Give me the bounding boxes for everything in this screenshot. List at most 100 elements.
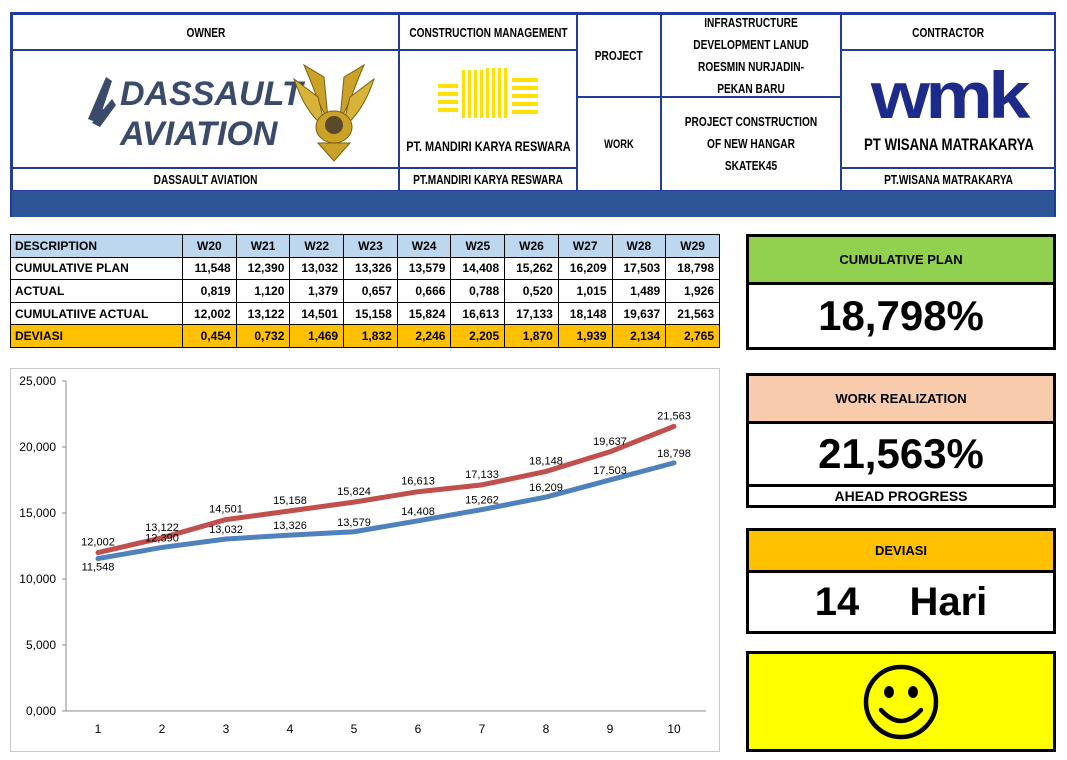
x-tick-label: 6 bbox=[415, 722, 422, 736]
table-cell: 0,454 bbox=[182, 324, 237, 348]
work-realization-value-box: 21,563% bbox=[746, 421, 1056, 487]
table-cell: 11,548 bbox=[182, 256, 237, 281]
table-header-cell: DESCRIPTION bbox=[10, 234, 183, 258]
y-tick-label: 5,000 bbox=[26, 638, 56, 652]
contractor-label-cell: CONTRACTOR bbox=[841, 14, 1056, 50]
table-cell: 1,926 bbox=[665, 279, 720, 303]
table-cell: 15,262 bbox=[504, 256, 559, 281]
work-realization-value: 21,563% bbox=[818, 430, 984, 477]
table-cell: 19,637 bbox=[611, 301, 667, 326]
data-label: 17,133 bbox=[465, 469, 499, 481]
table-cell: 18,148 bbox=[557, 301, 613, 326]
owner-logo-cell: DASSAULT AVIATION bbox=[12, 50, 399, 168]
data-label: 12,390 bbox=[145, 532, 179, 544]
table-cell: 1,832 bbox=[343, 324, 398, 348]
table-header-cell: W27 bbox=[557, 234, 613, 258]
table-cell: 21,563 bbox=[665, 301, 720, 326]
y-tick-label: 15,000 bbox=[19, 506, 56, 520]
weekly-progress-table: DESCRIPTION W20 W21 W22 W23 W24 W25 W26 … bbox=[10, 234, 720, 348]
table-row-cumulative-plan: CUMULATIVE PLAN 11,548 12,390 13,032 13,… bbox=[10, 256, 720, 281]
table-cell: 12,390 bbox=[235, 256, 291, 281]
cm-label: CONSTRUCTION MANAGEMENT bbox=[408, 24, 568, 40]
cm-label-cell: CONSTRUCTION MANAGEMENT bbox=[399, 14, 577, 50]
table-row-deviasi: DEVIASI 0,454 0,732 1,469 1,832 2,246 2,… bbox=[10, 324, 720, 348]
table-cell: 16,209 bbox=[557, 256, 613, 281]
owner-logo-line1: DASSAULT bbox=[120, 75, 306, 113]
data-label: 15,262 bbox=[465, 495, 499, 507]
table-cell: 14,501 bbox=[289, 301, 345, 326]
s-curve-chart-svg: 0,000 5,000 10,000 15,000 20,000 25,000 1 2 3 4 5 6… bbox=[19, 374, 706, 736]
table-cell: 1,120 bbox=[235, 279, 291, 303]
cumulative-actual-line bbox=[95, 423, 677, 556]
contractor-label: CONTRACTOR bbox=[912, 24, 985, 40]
table-header-row: DESCRIPTION W20 W21 W22 W23 W24 W25 W26 … bbox=[10, 234, 720, 258]
data-label: 15,824 bbox=[337, 486, 371, 498]
x-tick-label: 5 bbox=[351, 722, 358, 736]
contractor-logo-cell: wmk PT WISANA MATRAKARYA bbox=[841, 50, 1056, 168]
data-label: 15,158 bbox=[273, 495, 307, 507]
y-tick-label: 20,000 bbox=[19, 440, 56, 454]
table-cell: 0,666 bbox=[396, 279, 452, 303]
data-label: 16,209 bbox=[529, 482, 563, 494]
data-label: 11,548 bbox=[82, 562, 115, 574]
table-header-cell: W20 bbox=[182, 234, 237, 258]
owner-label: OWNER bbox=[186, 24, 225, 40]
x-tick-label: 8 bbox=[543, 722, 550, 736]
smiley-face-icon bbox=[863, 664, 939, 739]
table-cell: 17,133 bbox=[504, 301, 559, 326]
table-cell: 1,015 bbox=[557, 279, 613, 303]
owner-name-cell: DASSAULT AVIATION bbox=[12, 168, 399, 191]
work-label-cell: WORK bbox=[577, 97, 661, 191]
table-header-cell: W22 bbox=[289, 234, 345, 258]
dassault-emblem-icon bbox=[87, 77, 116, 127]
work-label: WORK bbox=[604, 137, 634, 151]
table-cell: 1,489 bbox=[611, 279, 667, 303]
deviasi-title: DEVIASI bbox=[746, 528, 1056, 573]
contractor-logo-caption: PT WISANA MATRAKARYA bbox=[863, 135, 1034, 154]
project-header: OWNER DASSAULT AVIATION DASSAU bbox=[10, 12, 1056, 217]
data-label: 17,503 bbox=[593, 465, 627, 477]
data-label: 14,408 bbox=[401, 506, 435, 518]
x-tick-label: 3 bbox=[223, 722, 230, 736]
table-cell: 0,819 bbox=[182, 279, 237, 303]
status-indicator bbox=[746, 651, 1056, 752]
table-cell: 0,520 bbox=[504, 279, 559, 303]
table-cell: 1,469 bbox=[289, 324, 345, 348]
x-tick-label: 1 bbox=[95, 722, 102, 736]
data-label: 21,563 bbox=[657, 410, 691, 422]
row-label: ACTUAL bbox=[10, 279, 183, 303]
table-cell: 0,657 bbox=[343, 279, 398, 303]
dassault-aviation-logo: DASSAULT AVIATION bbox=[87, 63, 375, 162]
table-cell: 13,032 bbox=[289, 256, 345, 281]
x-tick-label: 9 bbox=[607, 722, 614, 736]
deviasi-value: 14 Hari bbox=[814, 579, 988, 624]
project-value: INFRASTRUCTURE DEVELOPMENT LANUD ROESMIN… bbox=[693, 14, 809, 96]
table-header-cell: W23 bbox=[343, 234, 398, 258]
owner-label-cell: OWNER bbox=[12, 14, 399, 50]
y-tick-label: 0,000 bbox=[26, 704, 56, 718]
table-header-cell: W28 bbox=[611, 234, 667, 258]
s-curve-chart: 0,000 5,000 10,000 15,000 20,000 25,000 1 2 3 4 5 6… bbox=[10, 368, 720, 752]
data-label: 12,002 bbox=[81, 537, 115, 549]
data-label: 18,148 bbox=[529, 455, 563, 467]
mandiri-karya-logo-icon bbox=[438, 68, 538, 118]
data-label: 19,637 bbox=[593, 436, 627, 448]
data-label: 13,122 bbox=[145, 522, 179, 534]
table-cell: 13,122 bbox=[235, 301, 291, 326]
table-row-actual: ACTUAL 0,819 1,120 1,379 0,657 0,666 0,7… bbox=[10, 279, 720, 303]
table-cell: 0,788 bbox=[450, 279, 506, 303]
ahead-progress-status: AHEAD PROGRESS bbox=[746, 484, 1056, 508]
row-label: CUMULATIVE PLAN bbox=[10, 256, 183, 281]
project-value-cell: INFRASTRUCTURE DEVELOPMENT LANUD ROESMIN… bbox=[661, 14, 841, 97]
cumulative-plan-title: CUMULATIVE PLAN bbox=[746, 234, 1056, 285]
table-cell: 14,408 bbox=[450, 256, 506, 281]
table-cell: 18,798 bbox=[665, 256, 720, 281]
project-label-cell: PROJECT bbox=[577, 14, 661, 97]
table-header-cell: W25 bbox=[450, 234, 506, 258]
table-cell: 2,765 bbox=[665, 324, 720, 348]
row-label: CUMULATIIVE ACTUAL bbox=[10, 301, 183, 326]
data-label: 18,798 bbox=[657, 448, 691, 460]
table-cell: 13,579 bbox=[396, 256, 452, 281]
air-force-crest-icon bbox=[292, 63, 375, 162]
table-header-cell: W21 bbox=[235, 234, 291, 258]
